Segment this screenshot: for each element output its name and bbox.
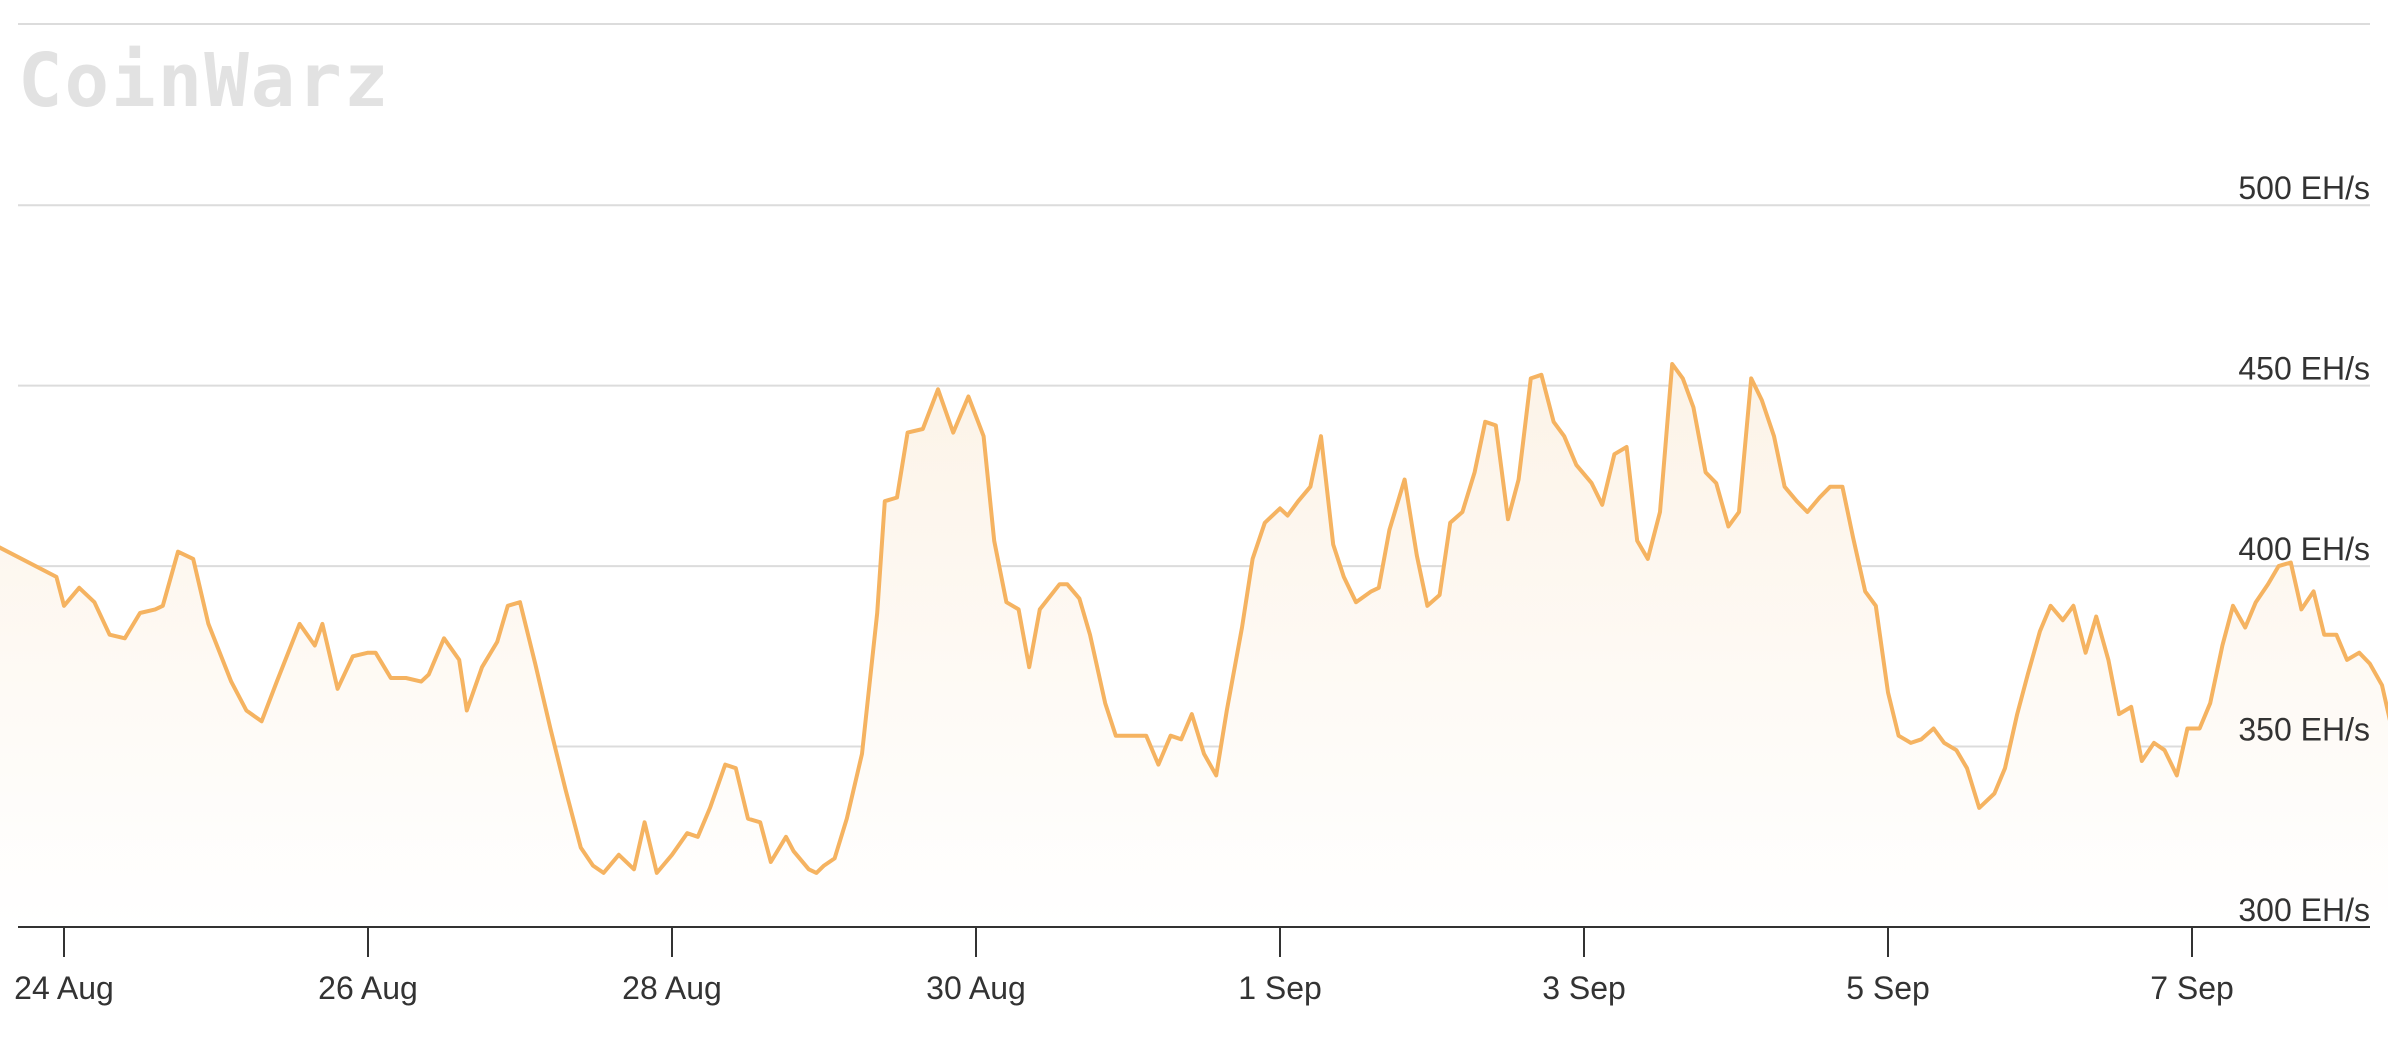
y-axis-labels: 300 EH/s 350 EH/s 400 EH/s 450 EH/s 500 EH/s: [2238, 170, 2370, 928]
x-tick-label: 1 Sep: [1238, 970, 1322, 1006]
y-tick-label: 350 EH/s: [2238, 712, 2370, 748]
hashrate-line: [0, 362, 2388, 875]
coinwarz-watermark: CoinWarz: [18, 38, 390, 124]
x-tick-label: 3 Sep: [1542, 970, 1626, 1006]
x-tick-label: 28 Aug: [622, 970, 722, 1006]
x-tick-label: 30 Aug: [926, 970, 1026, 1006]
x-tick-label: 24 Aug: [14, 970, 114, 1006]
x-axis-ticks: 24 Aug 26 Aug 28 Aug 30 Aug 1 Sep 3 Sep 5 Sep 7…: [14, 927, 2234, 1006]
y-tick-label: 400 EH/s: [2238, 531, 2370, 567]
hashrate-area: [0, 364, 2388, 927]
x-tick-label: 26 Aug: [318, 970, 418, 1006]
x-tick-label: 5 Sep: [1846, 970, 1930, 1006]
x-tick-label: 7 Sep: [2150, 970, 2234, 1006]
y-tick-label: 500 EH/s: [2238, 170, 2370, 206]
y-tick-label: 450 EH/s: [2238, 351, 2370, 387]
y-tick-label: 300 EH/s: [2238, 892, 2370, 928]
